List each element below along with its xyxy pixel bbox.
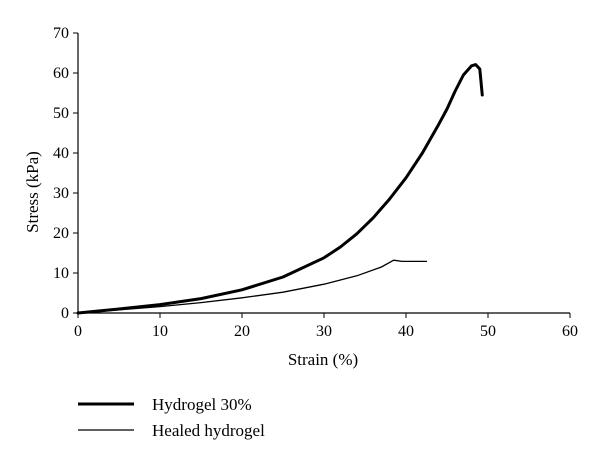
x-tick-label: 20 <box>234 323 250 340</box>
y-tick-label: 30 <box>53 185 69 202</box>
series-layer <box>76 63 484 315</box>
y-axis-title: Stress (kPa) <box>23 151 42 233</box>
y-tick-label: 40 <box>53 145 69 162</box>
series-line-healed-hydrogel <box>77 259 428 314</box>
x-tick-label: 60 <box>562 323 578 340</box>
x-axis-title: Strain (%) <box>288 350 358 369</box>
x-tick-label: 40 <box>398 323 414 340</box>
x-tick-label: 30 <box>316 323 332 340</box>
y-tick-label: 60 <box>53 65 69 82</box>
y-tick-label: 10 <box>53 265 69 282</box>
x-tick-label: 50 <box>480 323 496 340</box>
y-tick-label: 20 <box>53 225 69 242</box>
series-line-hydrogel-30 <box>76 63 484 315</box>
x-tick-label: 10 <box>152 323 168 340</box>
y-tick-label: 0 <box>61 305 69 322</box>
x-tick-label: 0 <box>74 323 82 340</box>
legend: Hydrogel 30% Healed hydrogel <box>78 395 265 440</box>
legend-label-hydrogel-30: Hydrogel 30% <box>152 395 252 414</box>
y-tick-label: 50 <box>53 105 69 122</box>
ticks: 0 10 20 30 40 50 60 0 10 20 30 40 50 60 70 <box>53 25 578 340</box>
axes <box>77 33 570 314</box>
legend-label-healed-hydrogel: Healed hydrogel <box>152 421 265 440</box>
y-tick-label: 70 <box>53 25 69 42</box>
